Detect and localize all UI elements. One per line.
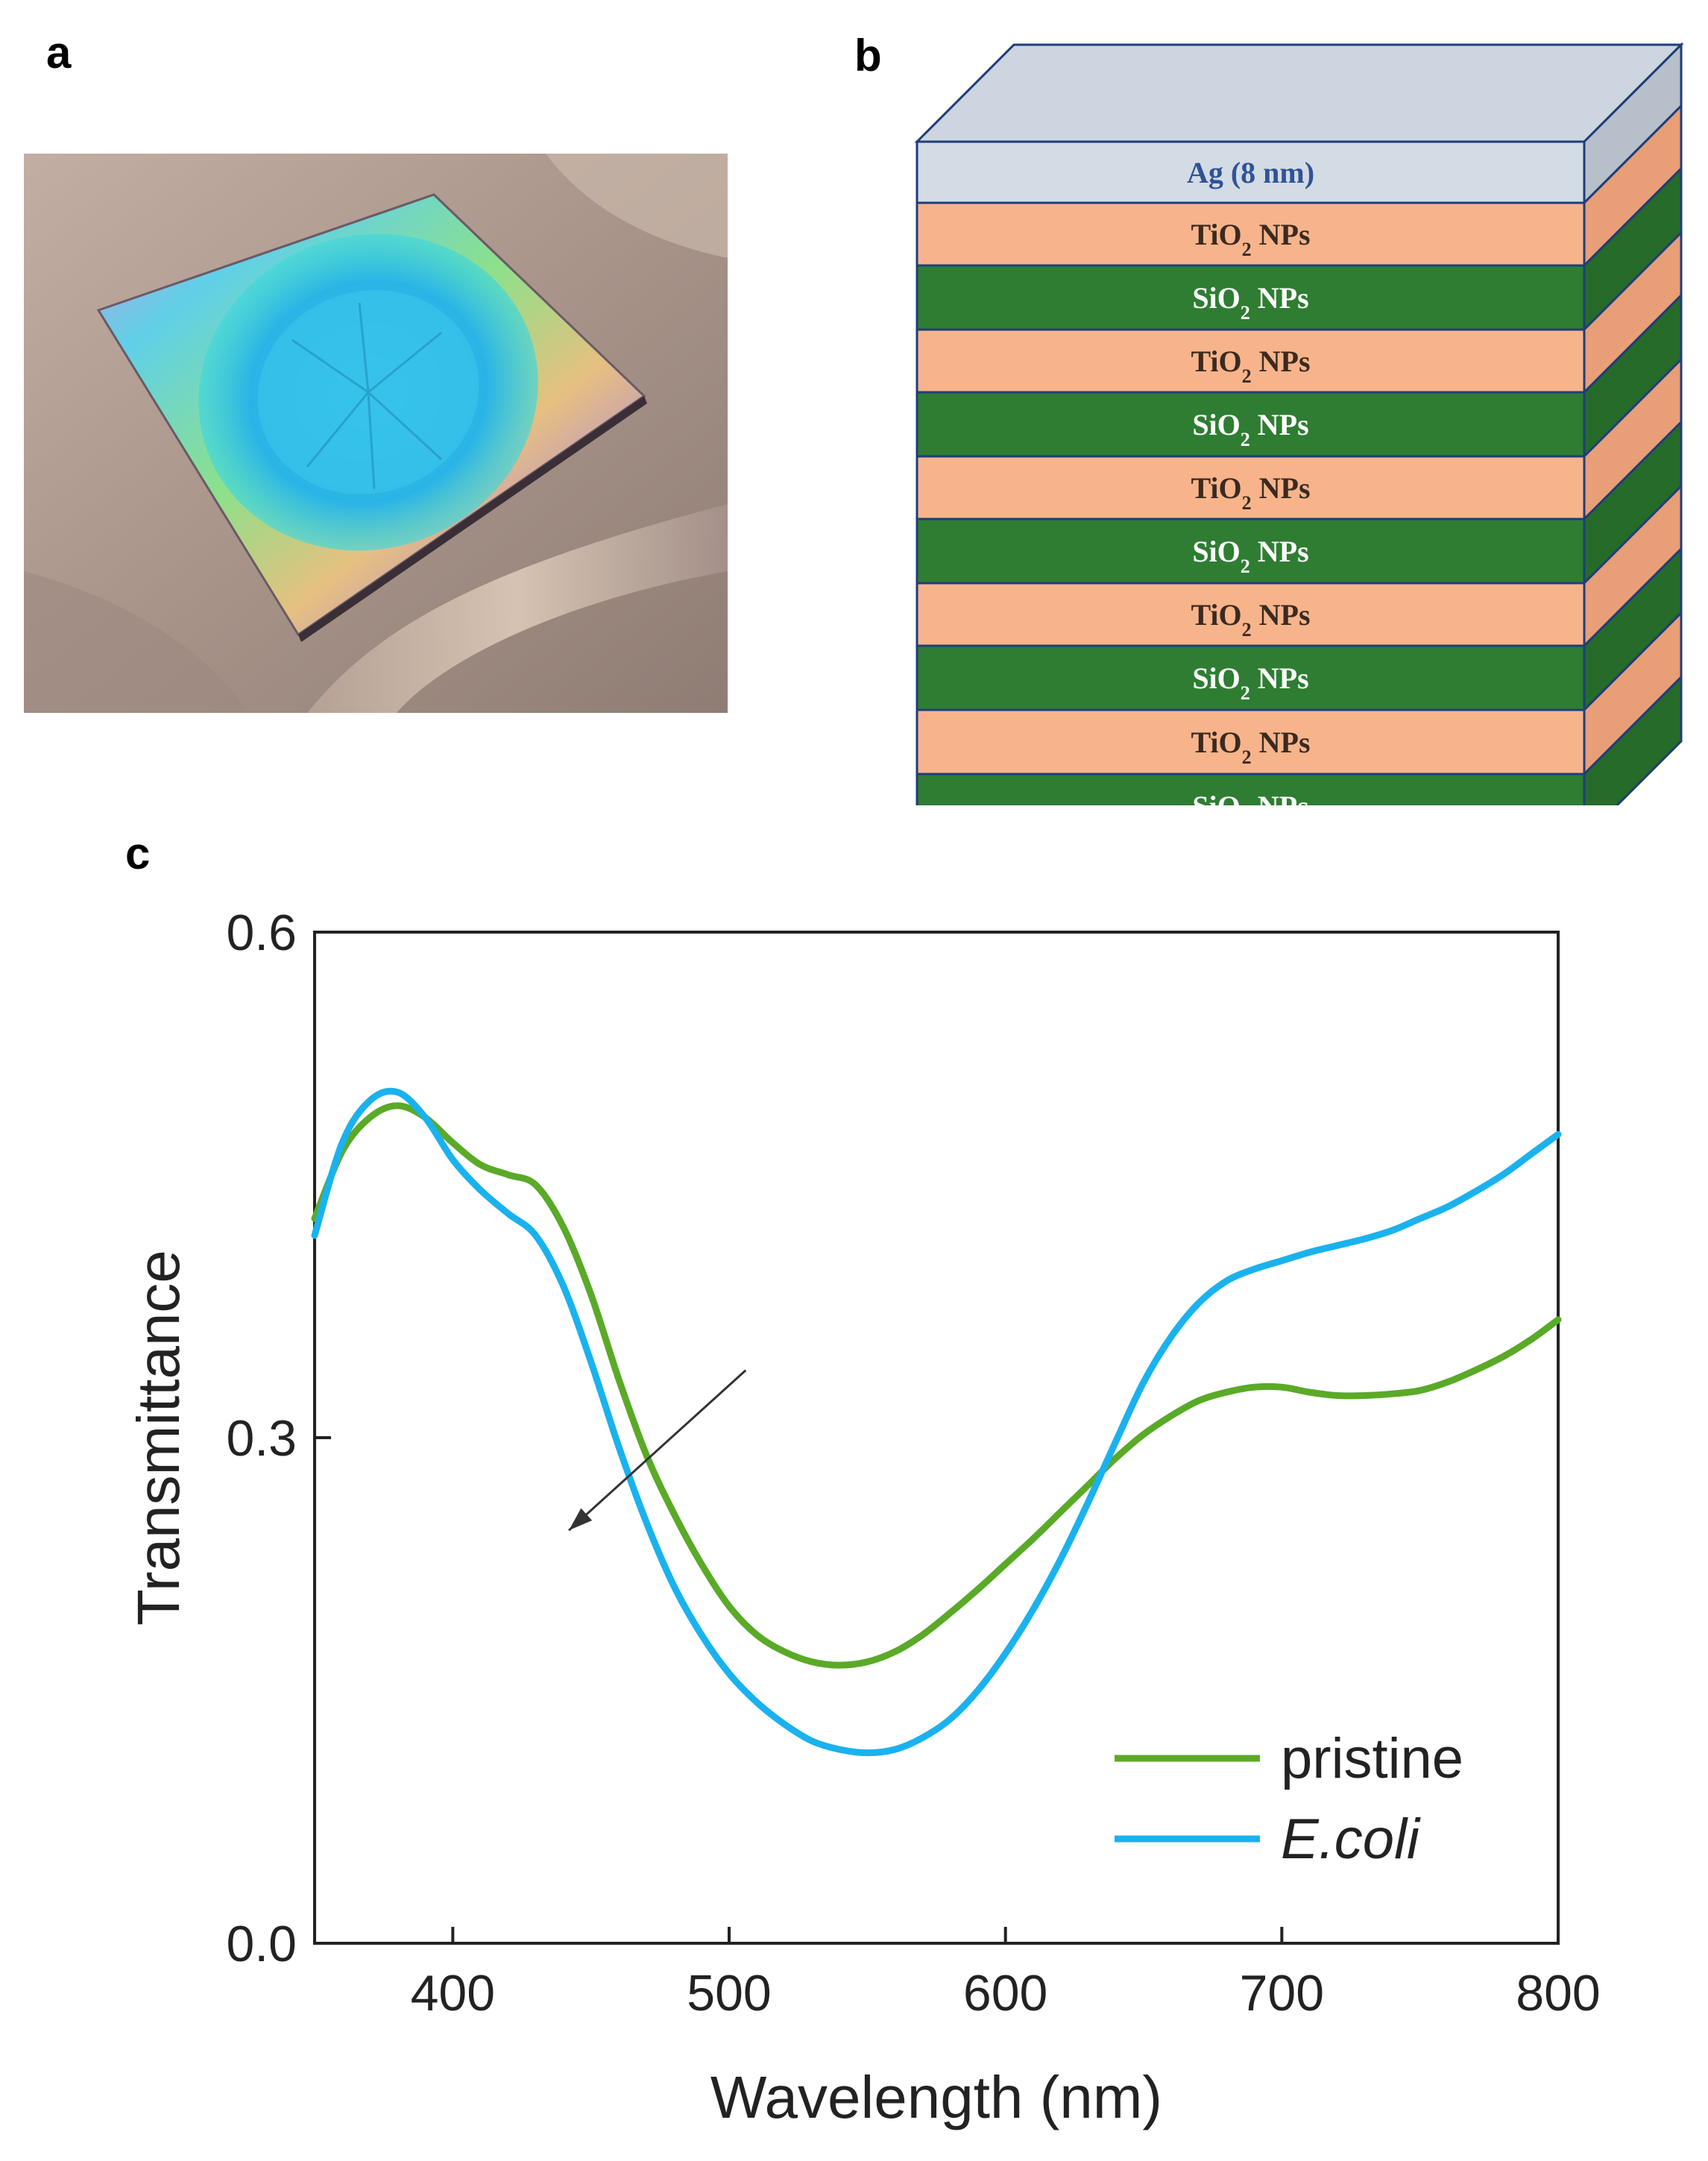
sio2-layer [916, 773, 1586, 805]
panel-label-c: c [125, 828, 151, 878]
tio2-layer [916, 455, 1586, 520]
sio2-layer-label: SiO2 NPs [1192, 661, 1308, 704]
stack-top-face [914, 43, 1684, 143]
y-tick-label: 0.3 [226, 1410, 297, 1467]
x-axis-title: Wavelength (nm) [710, 2064, 1162, 2130]
tio2-layer-label: TiO2 NPs [1191, 218, 1310, 260]
panel-label-a: a [46, 28, 72, 78]
tio2-layer-label: TiO2 NPs [1191, 726, 1310, 768]
sio2-layer-label: SiO2 NPs [1192, 408, 1308, 450]
legend-label-pristine: pristine [1281, 1727, 1463, 1790]
panel-label-b: b [854, 31, 882, 81]
legend: pristine E.coli [1115, 1727, 1463, 1871]
x-tick-label: 800 [1516, 1965, 1600, 2022]
tio2-layer-label: TiO2 NPs [1191, 345, 1310, 387]
tio2-layer [916, 708, 1586, 776]
sio2-layer-side [1583, 674, 1683, 805]
ag-layer-label: Ag (8 nm) [1187, 156, 1314, 189]
x-tick-label: 500 [687, 1965, 771, 2022]
transmittance-chart: 400 500 600 700 800 0.0 0.3 0.6 Wavelength (nm)… [125, 905, 1601, 2130]
y-tick-label: 0.0 [226, 1916, 297, 1972]
x-tick-label: 700 [1240, 1965, 1324, 2022]
ag-layer [916, 140, 1586, 204]
y-axis-title: Transmittance [125, 1250, 192, 1626]
tio2-layer-label: TiO2 NPs [1191, 471, 1310, 514]
series-line-pristine [311, 1102, 1562, 1669]
legend-label-ecoli: E.coli [1281, 1808, 1421, 1871]
plot-frame [313, 931, 1560, 1945]
tio2-layer-label: TiO2 NPs [1191, 598, 1310, 641]
iridescent-film-photo-icon [24, 154, 728, 713]
sio2-layer-label: SiO2 NPs [1192, 281, 1308, 324]
y-tick-label: 0.6 [226, 905, 297, 961]
x-tick-label: 600 [963, 1965, 1047, 2022]
tio2-layer [916, 328, 1586, 394]
sio2-layer-label: SiO2 NPs [1192, 790, 1308, 805]
sio2-layer-label: SiO2 NPs [1192, 535, 1308, 577]
series-line-ecoli [311, 1087, 1562, 1757]
sio2-layer [916, 264, 1586, 331]
x-tick-label: 400 [411, 1965, 495, 2022]
multilayer-stack-diagram: Ag (8 nm) TiO2 NPs SiO2 NPs TiO2 NPs SiO2 NP… [914, 42, 1684, 805]
annotation-arrowhead-icon [569, 1508, 593, 1531]
annotation-arrow [568, 1369, 747, 1532]
